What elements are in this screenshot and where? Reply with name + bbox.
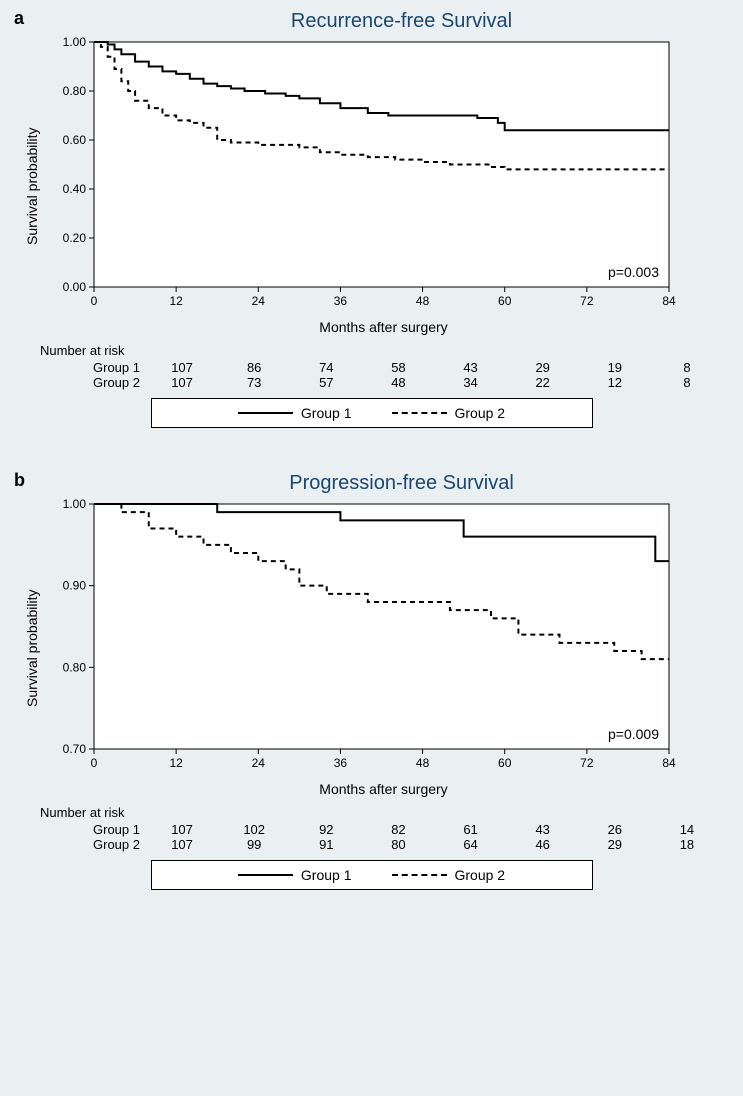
panel-a-xlabel: Months after surgery xyxy=(44,319,723,335)
legend-line-solid-icon xyxy=(238,412,293,414)
legend-text-g2-a: Group 2 xyxy=(455,405,506,421)
risk-cell: 26 xyxy=(579,822,651,837)
svg-text:1.00: 1.00 xyxy=(63,499,87,511)
legend-line-dashed-icon xyxy=(392,412,447,414)
panel-a-risk: Number at risk Group 1 1078674584329198 … xyxy=(20,343,723,390)
risk-row-group1-a: Group 1 1078674584329198 xyxy=(20,360,723,375)
risk-cell: 58 xyxy=(362,360,434,375)
risk-label-g1-a: Group 1 xyxy=(20,360,146,375)
svg-text:72: 72 xyxy=(580,294,594,308)
panel-a-svg: 0.00 0.20 0.40 0.60 0.80 1.00 0 12 24 36 48 60 72 84p… xyxy=(44,37,684,317)
svg-text:0.00: 0.00 xyxy=(63,280,87,294)
risk-cell: 18 xyxy=(651,837,723,852)
svg-text:84: 84 xyxy=(662,756,676,770)
legend-line-solid-icon xyxy=(238,874,293,876)
risk-row-group2-b: Group 2 10799918064462918 xyxy=(20,837,723,852)
svg-text:1.00: 1.00 xyxy=(63,37,87,49)
svg-text:84: 84 xyxy=(662,294,676,308)
risk-cell: 102 xyxy=(218,822,290,837)
risk-cell: 19 xyxy=(579,360,651,375)
panel-b-ylabel: Survival probability xyxy=(20,499,44,797)
risk-cell: 61 xyxy=(435,822,507,837)
svg-text:0.80: 0.80 xyxy=(63,660,87,674)
svg-text:36: 36 xyxy=(334,756,348,770)
svg-text:0.60: 0.60 xyxy=(63,133,87,147)
figure-page: a Recurrence-free Survival Survival prob… xyxy=(0,0,743,900)
svg-text:12: 12 xyxy=(169,294,183,308)
risk-cell: 107 xyxy=(146,822,218,837)
risk-cell: 29 xyxy=(579,837,651,852)
risk-cell: 92 xyxy=(290,822,362,837)
legend-text-g2-b: Group 2 xyxy=(455,867,506,883)
risk-cell: 8 xyxy=(651,375,723,390)
risk-cell: 34 xyxy=(435,375,507,390)
panel-a: a Recurrence-free Survival Survival prob… xyxy=(0,0,743,438)
svg-text:36: 36 xyxy=(334,294,348,308)
legend-item-g1-b: Group 1 xyxy=(238,867,352,883)
risk-cell: 107 xyxy=(146,837,218,852)
risk-cell: 8 xyxy=(651,360,723,375)
panel-b-title: Progression-free Survival xyxy=(80,472,723,495)
risk-cell: 12 xyxy=(579,375,651,390)
panel-a-legend: Group 1 Group 2 xyxy=(151,398,593,428)
svg-text:24: 24 xyxy=(252,756,266,770)
svg-text:0.90: 0.90 xyxy=(63,579,87,593)
svg-text:48: 48 xyxy=(416,294,430,308)
svg-text:24: 24 xyxy=(252,294,266,308)
risk-cell: 57 xyxy=(290,375,362,390)
risk-row-group2-a: Group 2 1077357483422128 xyxy=(20,375,723,390)
risk-label-g1-b: Group 1 xyxy=(20,822,146,837)
risk-cell: 43 xyxy=(435,360,507,375)
risk-title-b: Number at risk xyxy=(40,805,723,820)
legend-text-g1-b: Group 1 xyxy=(301,867,352,883)
risk-row-group1-b: Group 1 107102928261432614 xyxy=(20,822,723,837)
panel-a-label: a xyxy=(14,8,24,29)
risk-cell: 80 xyxy=(362,837,434,852)
risk-cell: 91 xyxy=(290,837,362,852)
risk-cell: 46 xyxy=(507,837,579,852)
risk-cell: 99 xyxy=(218,837,290,852)
p-value-text: p=0.009 xyxy=(608,726,659,742)
panel-b-xlabel: Months after surgery xyxy=(44,781,723,797)
risk-cell: 64 xyxy=(435,837,507,852)
svg-text:0: 0 xyxy=(91,756,98,770)
legend-line-dashed-icon xyxy=(392,874,447,876)
panel-a-title: Recurrence-free Survival xyxy=(80,10,723,33)
panel-b: b Progression-free Survival Survival pro… xyxy=(0,462,743,900)
svg-text:0.40: 0.40 xyxy=(63,182,87,196)
legend-item-g1-a: Group 1 xyxy=(238,405,352,421)
risk-cell: 107 xyxy=(146,375,218,390)
svg-text:0: 0 xyxy=(91,294,98,308)
risk-cell: 107 xyxy=(146,360,218,375)
panel-b-risk: Number at risk Group 1 10710292826143261… xyxy=(20,805,723,852)
risk-label-g2-b: Group 2 xyxy=(20,837,146,852)
risk-cell: 29 xyxy=(507,360,579,375)
svg-text:48: 48 xyxy=(416,756,430,770)
legend-item-g2-b: Group 2 xyxy=(392,867,506,883)
panel-b-svg: 0.70 0.80 0.90 1.00 0 12 24 36 48 60 72 84p=0.009 xyxy=(44,499,684,779)
legend-item-g2-a: Group 2 xyxy=(392,405,506,421)
risk-cell: 73 xyxy=(218,375,290,390)
risk-cell: 82 xyxy=(362,822,434,837)
risk-cell: 22 xyxy=(507,375,579,390)
panel-b-legend: Group 1 Group 2 xyxy=(151,860,593,890)
svg-text:0.80: 0.80 xyxy=(63,84,87,98)
risk-title-a: Number at risk xyxy=(40,343,723,358)
legend-text-g1-a: Group 1 xyxy=(301,405,352,421)
risk-cell: 14 xyxy=(651,822,723,837)
risk-cell: 48 xyxy=(362,375,434,390)
risk-cell: 74 xyxy=(290,360,362,375)
svg-text:60: 60 xyxy=(498,756,512,770)
svg-text:12: 12 xyxy=(169,756,183,770)
risk-cell: 43 xyxy=(507,822,579,837)
svg-text:0.20: 0.20 xyxy=(63,231,87,245)
panel-b-label: b xyxy=(14,470,25,491)
svg-text:0.70: 0.70 xyxy=(63,742,87,756)
risk-label-g2-a: Group 2 xyxy=(20,375,146,390)
p-value-text: p=0.003 xyxy=(608,264,659,280)
svg-text:60: 60 xyxy=(498,294,512,308)
svg-text:72: 72 xyxy=(580,756,594,770)
risk-cell: 86 xyxy=(218,360,290,375)
panel-a-ylabel: Survival probability xyxy=(20,37,44,335)
